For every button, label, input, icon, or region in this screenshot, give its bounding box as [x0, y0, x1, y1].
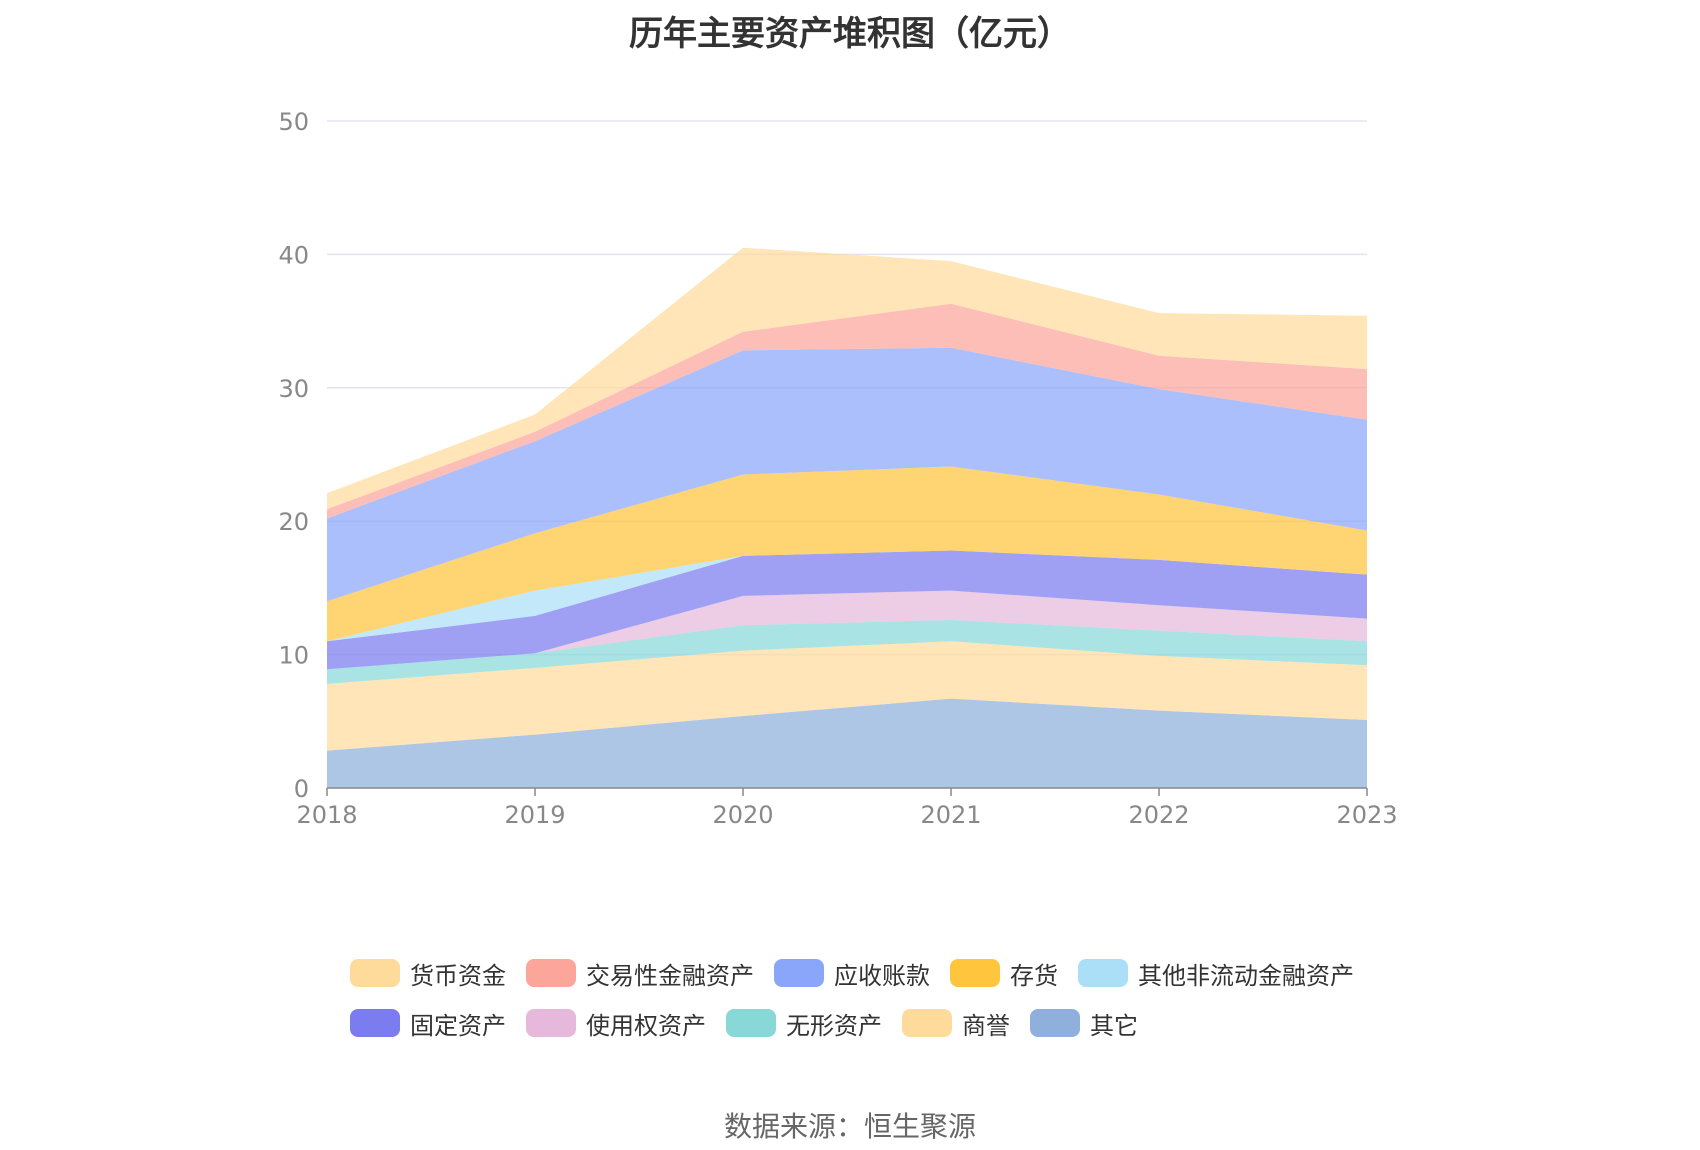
y-tick-label: 30 [278, 375, 309, 403]
area-series-4 [327, 590, 1367, 670]
x-tick-label: 2021 [920, 801, 981, 829]
legend-label: 商誉 [962, 1011, 1010, 1040]
legend-item[interactable]: 存货 [950, 956, 1058, 991]
area-series-5 [327, 550, 1367, 670]
legend-swatch [526, 1009, 576, 1037]
legend: 货币资金 交易性金融资产 应收账款 存货 其他非流动金融资产 固定资产 使用权资产 无形资产… [350, 948, 1390, 1048]
stacked-area-chart: 0 10 20 30 40 50 2018 2019 2020 2021 2022 2023 [278, 108, 1397, 829]
legend-label: 固定资产 [410, 1011, 506, 1040]
area-series-6 [327, 550, 1367, 642]
legend-label: 交易性金融资产 [586, 961, 754, 990]
legend-swatch [726, 1009, 776, 1037]
legend-row-1: 货币资金 交易性金融资产 应收账款 存货 其他非流动金融资产 [350, 948, 1390, 998]
area-series-8 [327, 347, 1367, 602]
area-series-10 [327, 247, 1367, 510]
area-series-7 [327, 466, 1367, 642]
x-tick-label: 2018 [296, 801, 357, 829]
legend-item[interactable]: 无形资产 [726, 1006, 882, 1041]
chart-title: 历年主要资产堆积图（亿元） [629, 14, 1071, 54]
area-series-1 [327, 698, 1367, 788]
y-tick-label: 50 [278, 108, 309, 136]
legend-swatch [774, 959, 824, 987]
area-series-9 [327, 303, 1367, 519]
x-tick-label: 2023 [1336, 801, 1397, 829]
legend-swatch [526, 959, 576, 987]
legend-item[interactable]: 商誉 [902, 1006, 1010, 1041]
legend-item[interactable]: 货币资金 [350, 956, 506, 991]
legend-label: 应收账款 [834, 961, 930, 990]
legend-item[interactable]: 应收账款 [774, 956, 930, 991]
y-tick-label: 20 [278, 508, 309, 536]
legend-item[interactable]: 其他非流动金融资产 [1078, 956, 1354, 991]
legend-swatch [1078, 959, 1128, 987]
legend-item[interactable]: 其它 [1030, 1006, 1138, 1041]
area-series-2 [327, 641, 1367, 751]
area-series-3 [327, 619, 1367, 684]
legend-label: 无形资产 [786, 1011, 882, 1040]
source-note: 数据来源：恒生聚源 [723, 1110, 976, 1143]
legend-label: 存货 [1010, 961, 1058, 990]
legend-item[interactable]: 交易性金融资产 [526, 956, 754, 991]
legend-swatch [350, 1009, 400, 1037]
y-tick-label: 10 [278, 642, 309, 670]
x-tick-label: 2019 [504, 801, 565, 829]
legend-item[interactable]: 固定资产 [350, 1006, 506, 1041]
legend-label: 其他非流动金融资产 [1138, 961, 1354, 990]
y-tick-label: 0 [294, 775, 309, 803]
legend-swatch [1030, 1009, 1080, 1037]
legend-swatch [902, 1009, 952, 1037]
legend-label: 其它 [1090, 1011, 1138, 1040]
legend-swatch [950, 959, 1000, 987]
legend-item[interactable]: 使用权资产 [526, 1006, 706, 1041]
legend-label: 货币资金 [410, 961, 506, 990]
x-tick-label: 2020 [712, 801, 773, 829]
legend-label: 使用权资产 [586, 1011, 706, 1040]
y-tick-label: 40 [278, 241, 309, 269]
legend-swatch [350, 959, 400, 987]
legend-row-2: 固定资产 使用权资产 无形资产 商誉 其它 [350, 998, 1390, 1048]
x-tick-label: 2022 [1128, 801, 1189, 829]
